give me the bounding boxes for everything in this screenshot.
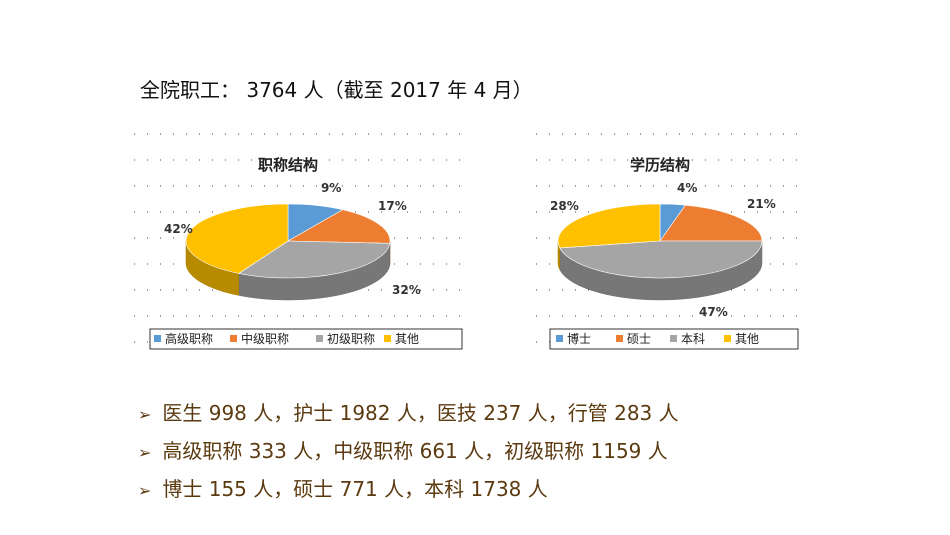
pie-slice (238, 240, 391, 279)
legend-label: 博士 (567, 331, 591, 346)
data-label: 4% (677, 181, 697, 195)
arrow-right-icon: ➢ (138, 481, 152, 500)
chart-title: 学历结构 (630, 156, 690, 174)
data-label: 9% (321, 181, 341, 195)
legend-swatch (154, 335, 161, 342)
legend-swatch (616, 335, 623, 342)
pie-slice (286, 209, 391, 244)
legend-label: 其他 (395, 332, 419, 346)
legend-label: 硕士 (627, 332, 651, 346)
bullet-text: 博士 155 人，硕士 771 人，本科 1738 人 (162, 477, 548, 501)
legend-swatch (724, 335, 731, 342)
data-label: 28% (550, 199, 579, 213)
pie-slice (557, 203, 661, 249)
legend-box (149, 328, 463, 350)
data-label: 32% (392, 283, 421, 297)
data-label: 17% (378, 199, 407, 213)
data-label: 42% (164, 222, 193, 236)
legend-swatch (556, 335, 563, 342)
legend-label: 初级职称 (327, 332, 375, 346)
bullet-item: ➢ 博士 155 人，硕士 771 人，本科 1738 人 (138, 474, 679, 512)
pie-slice (659, 204, 763, 242)
legend-label: 高级职称 (165, 331, 213, 346)
bullet-item: ➢ 医生 998 人，护士 1982 人，医技 237 人，行管 283 人 (138, 398, 679, 436)
legend-label: 中级职称 (241, 331, 289, 346)
chart-title: 职称结构 (258, 156, 318, 174)
legend-label: 其他 (735, 332, 759, 346)
pie-slice (559, 240, 763, 279)
arrow-right-icon: ➢ (138, 443, 152, 462)
headline: 全院职工： 3764 人（截至 2017 年 4 月） (140, 78, 533, 102)
legend-label: 本科 (681, 332, 705, 346)
bullet-list: ➢ 医生 998 人，护士 1982 人，医技 237 人，行管 283 人 ➢… (138, 398, 679, 512)
legend-swatch (230, 335, 237, 342)
bullet-text: 医生 998 人，护士 1982 人，医技 237 人，行管 283 人 (162, 401, 679, 425)
arrow-right-icon: ➢ (138, 405, 152, 424)
legend-swatch (316, 335, 323, 342)
legend-swatch (670, 335, 677, 342)
bullet-item: ➢ 高级职称 333 人，中级职称 661 人，初级职称 1159 人 (138, 436, 679, 474)
pie-slice (185, 203, 289, 274)
chart-panel: 职称结构 9% 17% 32% 42% 高级职称 中级职称 初级职称 其他 学历结构 4% 21% 47… (130, 128, 802, 364)
legend-swatch (384, 335, 391, 342)
data-label: 47% (699, 305, 728, 319)
data-label: 21% (747, 197, 776, 211)
bullet-text: 高级职称 333 人，中级职称 661 人，初级职称 1159 人 (162, 439, 668, 463)
